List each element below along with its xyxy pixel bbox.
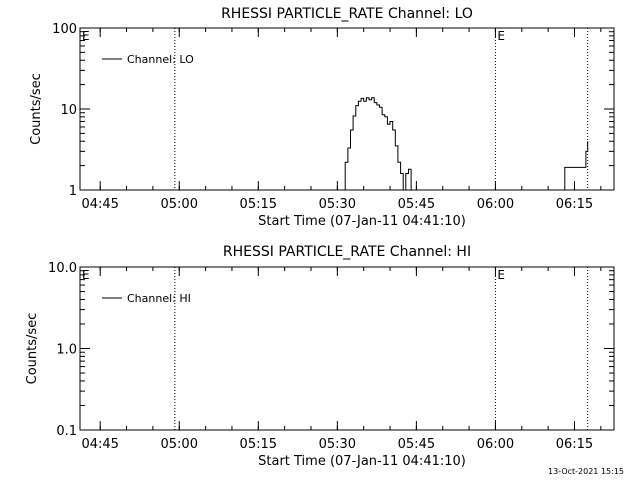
chart-panel-hi <box>79 266 615 431</box>
y-tick-label: 100 <box>52 22 77 37</box>
x-tick-label: 06:00 <box>477 197 514 212</box>
x-tick-label: 05:30 <box>319 437 356 452</box>
x-tick-label: 05:45 <box>398 197 435 212</box>
chart-title: RHESSI PARTICLE_RATE Channel: HI <box>223 244 471 260</box>
x-tick-label: 06:00 <box>477 437 514 452</box>
y-tick-label: 0.1 <box>56 424 77 439</box>
chart-panel-lo <box>79 27 615 191</box>
x-tick-label: 06:15 <box>556 437 593 452</box>
x-tick-label: 04:45 <box>81 197 118 212</box>
generation-timestamp: 13-Oct-2021 15:15 <box>548 467 624 476</box>
series-line-lo <box>342 97 412 191</box>
e-marker-label: E <box>82 268 90 282</box>
legend-entry: Channel: HI <box>127 292 191 305</box>
x-tick-label: 05:15 <box>240 437 277 452</box>
x-tick-label: 05:15 <box>240 197 277 212</box>
plot-frame <box>79 27 615 191</box>
e-marker-label: E <box>497 268 505 282</box>
y-tick-label: 1 <box>69 184 77 199</box>
plot-frame <box>79 266 615 431</box>
y-tick-label: 10.0 <box>48 261 77 276</box>
e-marker-label: E <box>82 29 90 43</box>
series-line-lo <box>562 141 589 191</box>
x-axis-label: Start Time (07-Jan-11 04:41:10) <box>258 214 466 229</box>
x-tick-label: 05:00 <box>161 437 198 452</box>
x-axis-label: Start Time (07-Jan-11 04:41:10) <box>258 454 466 469</box>
y-axis-label: Counts/sec <box>29 73 44 145</box>
y-tick-label: 10 <box>60 103 77 118</box>
chart-title: RHESSI PARTICLE_RATE Channel: LO <box>221 6 473 22</box>
y-axis-label: Counts/sec <box>25 313 40 385</box>
x-tick-label: 06:15 <box>556 197 593 212</box>
x-tick-label: 05:45 <box>398 437 435 452</box>
e-marker-label: E <box>497 29 505 43</box>
legend-entry: Channel: LO <box>127 53 194 66</box>
y-tick-label: 1.0 <box>56 343 77 358</box>
x-tick-label: 04:45 <box>81 437 118 452</box>
x-tick-label: 05:30 <box>319 197 356 212</box>
x-tick-label: 05:00 <box>161 197 198 212</box>
